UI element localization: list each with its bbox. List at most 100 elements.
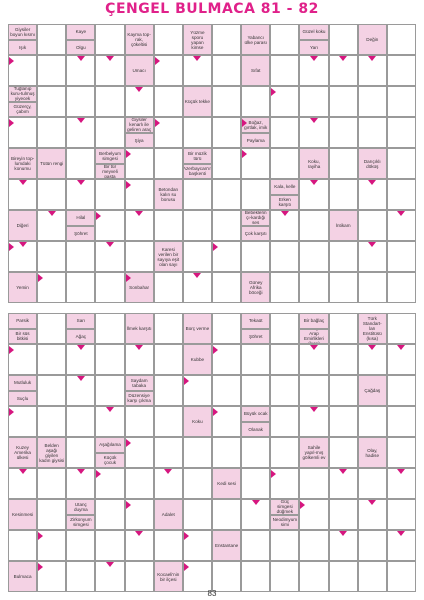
- answer-cell[interactable]: [95, 375, 125, 406]
- answer-cell[interactable]: [270, 148, 300, 179]
- answer-cell[interactable]: [37, 117, 67, 148]
- answer-cell[interactable]: [357, 530, 387, 561]
- answer-cell[interactable]: [328, 117, 358, 148]
- answer-cell[interactable]: [328, 24, 358, 55]
- answer-cell[interactable]: [124, 241, 154, 272]
- answer-cell[interactable]: [37, 344, 67, 375]
- answer-cell[interactable]: [299, 375, 329, 406]
- answer-cell[interactable]: [386, 24, 416, 55]
- answer-cell[interactable]: [8, 530, 38, 561]
- answer-cell[interactable]: [212, 375, 242, 406]
- answer-cell[interactable]: [386, 272, 416, 303]
- answer-cell[interactable]: [37, 561, 67, 592]
- answer-cell[interactable]: [182, 179, 212, 210]
- answer-cell[interactable]: [182, 210, 212, 241]
- answer-cell[interactable]: [153, 530, 183, 561]
- answer-cell[interactable]: [386, 406, 416, 437]
- answer-cell[interactable]: [328, 530, 358, 561]
- answer-cell[interactable]: [212, 437, 242, 468]
- answer-cell[interactable]: [299, 530, 329, 561]
- answer-cell[interactable]: [270, 561, 300, 592]
- answer-cell[interactable]: [66, 530, 96, 561]
- answer-cell[interactable]: [153, 272, 183, 303]
- answer-cell[interactable]: [95, 179, 125, 210]
- answer-cell[interactable]: [212, 210, 242, 241]
- answer-cell[interactable]: [95, 406, 125, 437]
- answer-cell[interactable]: [182, 55, 212, 86]
- answer-cell[interactable]: [270, 406, 300, 437]
- answer-cell[interactable]: [66, 272, 96, 303]
- answer-cell[interactable]: [212, 499, 242, 530]
- answer-cell[interactable]: [241, 375, 271, 406]
- answer-cell[interactable]: [357, 561, 387, 592]
- answer-cell[interactable]: [328, 179, 358, 210]
- answer-cell[interactable]: [357, 210, 387, 241]
- answer-cell[interactable]: [270, 24, 300, 55]
- answer-cell[interactable]: [386, 241, 416, 272]
- answer-cell[interactable]: [386, 117, 416, 148]
- answer-cell[interactable]: [328, 55, 358, 86]
- answer-cell[interactable]: [37, 210, 67, 241]
- answer-cell[interactable]: [95, 530, 125, 561]
- answer-cell[interactable]: [270, 210, 300, 241]
- answer-cell[interactable]: [328, 561, 358, 592]
- answer-cell[interactable]: [328, 241, 358, 272]
- answer-cell[interactable]: [37, 86, 67, 117]
- answer-cell[interactable]: [153, 148, 183, 179]
- answer-cell[interactable]: [153, 313, 183, 344]
- answer-cell[interactable]: [270, 375, 300, 406]
- answer-cell[interactable]: [328, 344, 358, 375]
- answer-cell[interactable]: [66, 86, 96, 117]
- answer-cell[interactable]: [241, 179, 271, 210]
- answer-cell[interactable]: [37, 241, 67, 272]
- answer-cell[interactable]: [299, 272, 329, 303]
- answer-cell[interactable]: [95, 24, 125, 55]
- answer-cell[interactable]: [328, 499, 358, 530]
- answer-cell[interactable]: [386, 313, 416, 344]
- answer-cell[interactable]: [386, 437, 416, 468]
- answer-cell[interactable]: [182, 117, 212, 148]
- answer-cell[interactable]: [66, 241, 96, 272]
- answer-cell[interactable]: [212, 24, 242, 55]
- answer-cell[interactable]: [153, 86, 183, 117]
- answer-cell[interactable]: [66, 406, 96, 437]
- answer-cell[interactable]: [182, 241, 212, 272]
- answer-cell[interactable]: [182, 468, 212, 499]
- answer-cell[interactable]: [386, 179, 416, 210]
- answer-cell[interactable]: [95, 313, 125, 344]
- answer-cell[interactable]: [328, 375, 358, 406]
- answer-cell[interactable]: [386, 148, 416, 179]
- answer-cell[interactable]: [124, 468, 154, 499]
- answer-cell[interactable]: [37, 406, 67, 437]
- answer-cell[interactable]: [95, 86, 125, 117]
- answer-cell[interactable]: [386, 375, 416, 406]
- answer-cell[interactable]: [270, 117, 300, 148]
- answer-cell[interactable]: [37, 55, 67, 86]
- answer-cell[interactable]: [241, 148, 271, 179]
- answer-cell[interactable]: [212, 117, 242, 148]
- answer-cell[interactable]: [328, 272, 358, 303]
- answer-cell[interactable]: [299, 241, 329, 272]
- answer-cell[interactable]: [299, 210, 329, 241]
- answer-cell[interactable]: [328, 406, 358, 437]
- answer-cell[interactable]: [66, 437, 96, 468]
- answer-cell[interactable]: [153, 210, 183, 241]
- answer-cell[interactable]: [270, 55, 300, 86]
- answer-cell[interactable]: [270, 530, 300, 561]
- answer-cell[interactable]: [241, 437, 271, 468]
- answer-cell[interactable]: [37, 24, 67, 55]
- answer-cell[interactable]: [386, 499, 416, 530]
- answer-cell[interactable]: [66, 148, 96, 179]
- answer-cell[interactable]: [386, 55, 416, 86]
- answer-cell[interactable]: [153, 375, 183, 406]
- answer-cell[interactable]: [37, 468, 67, 499]
- answer-cell[interactable]: [270, 344, 300, 375]
- answer-cell[interactable]: [357, 406, 387, 437]
- answer-cell[interactable]: [270, 272, 300, 303]
- answer-cell[interactable]: [182, 499, 212, 530]
- answer-cell[interactable]: [182, 437, 212, 468]
- answer-cell[interactable]: [95, 499, 125, 530]
- answer-cell[interactable]: [328, 148, 358, 179]
- answer-cell[interactable]: [241, 86, 271, 117]
- answer-cell[interactable]: [357, 272, 387, 303]
